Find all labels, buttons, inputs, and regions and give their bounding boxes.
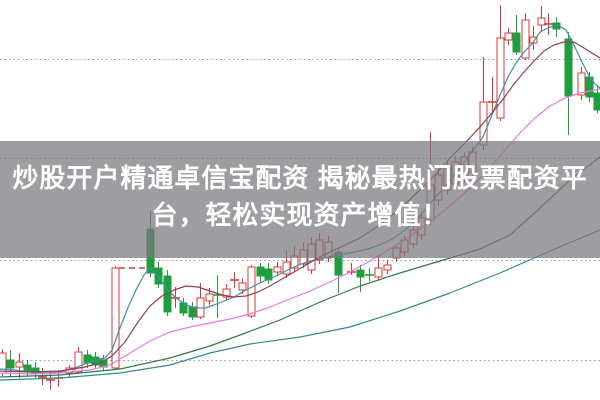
ma-line-ma-fast [0,24,600,374]
ma-line-ma-slowest [0,229,600,381]
headline-line-1: 炒股开户精通卓信宝配资 揭秘最热门股票配资平 [12,163,588,193]
headline-line-2: 台，轻松实现资产增值！ [151,200,449,230]
headline-banner: 炒股开户精通卓信宝配资 揭秘最热门股票配资平 台，轻松实现资产增值！ [0,141,600,258]
ma-line-ma-slow [0,88,600,375]
